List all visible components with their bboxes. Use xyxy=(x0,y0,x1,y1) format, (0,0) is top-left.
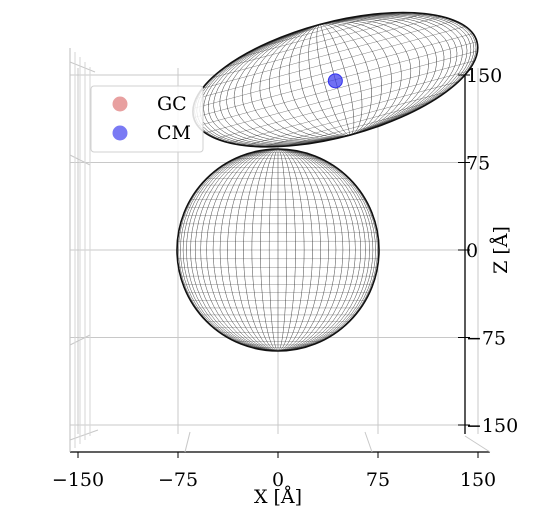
ellipsoid-parallel xyxy=(224,13,426,68)
z-tick-label: −150 xyxy=(466,415,518,437)
ellipsoid-parallel xyxy=(284,111,413,147)
depth-grid-lines xyxy=(69,52,491,453)
x-tick-labels: −150 −75 0 75 150 xyxy=(52,452,496,491)
x-tick-label: 75 xyxy=(366,469,390,491)
legend-label-gc: GC xyxy=(157,93,187,115)
z-tick-label: 150 xyxy=(466,65,502,87)
ellipsoid-parallel xyxy=(215,70,469,139)
ellipsoid-parallel xyxy=(264,101,431,147)
ellipsoid-parallel xyxy=(305,120,394,145)
z-tick-label: 0 xyxy=(466,240,478,262)
ellipsoid-parallel xyxy=(205,60,475,134)
ellipsoid-parallel xyxy=(195,26,466,99)
ellipsoid-parallel xyxy=(211,16,442,79)
data-points xyxy=(327,73,343,89)
x-axis-label: X [Å] xyxy=(254,486,302,508)
x-tick-label: 0 xyxy=(272,469,284,491)
ellipsoid-parallel xyxy=(229,81,459,144)
x-tick-label: −150 xyxy=(52,469,104,491)
depth-line xyxy=(184,431,191,453)
legend-marker-cm xyxy=(112,125,128,141)
ellipsoid-parallel xyxy=(193,33,473,109)
sphere-outline xyxy=(176,148,380,352)
ellipsoid-parallel xyxy=(240,12,407,58)
depth-line xyxy=(364,431,373,453)
sphere-surface xyxy=(176,148,380,352)
z-tick-labels: 150 75 0 −75 −150 xyxy=(458,65,518,437)
z-axis-label: Z [Å] xyxy=(490,226,512,274)
legend-label-cm: CM xyxy=(157,122,191,144)
depth-line xyxy=(69,61,96,73)
z-tick-label: −75 xyxy=(466,328,506,350)
ellipsoid-parallel xyxy=(277,15,366,39)
depth-line xyxy=(464,435,491,453)
point-cm xyxy=(327,73,343,89)
z-tick-label: 75 xyxy=(466,153,490,175)
ellipsoid-parallel xyxy=(257,12,387,48)
x-tick-label: −75 xyxy=(158,469,198,491)
ellipsoid-parallel xyxy=(197,50,478,127)
legend: GC CM xyxy=(90,85,204,153)
ellipsoid-parallel xyxy=(202,20,455,89)
x-tick-label: 150 xyxy=(460,469,496,491)
legend-marker-gc xyxy=(112,96,128,112)
ellipsoid-parallel xyxy=(245,91,447,146)
depth-line xyxy=(69,429,99,441)
